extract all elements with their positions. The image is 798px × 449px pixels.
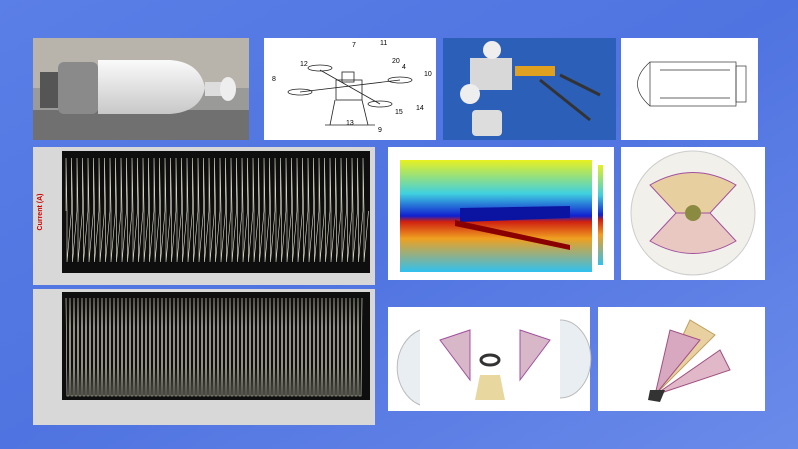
- part-label: 4: [402, 64, 406, 71]
- part-label: 14: [416, 105, 424, 112]
- fan-render: [598, 307, 765, 411]
- part-label: 12: [300, 61, 308, 68]
- part-label: 9: [378, 127, 382, 134]
- sphere-render: [621, 147, 765, 280]
- part-label: 10: [424, 71, 432, 78]
- heatmap: [388, 147, 614, 280]
- torpedo-photo: [33, 38, 249, 140]
- part-label: 15: [395, 109, 403, 116]
- part-label: 8: [272, 76, 276, 83]
- part-label: 13: [346, 120, 354, 127]
- drone-drawing: 7 11 12 8 204 10 14 15 13 9: [264, 38, 436, 140]
- y-axis-label: Current (A): [37, 194, 44, 231]
- exploded-render: [388, 307, 592, 411]
- part-label: 11: [380, 40, 387, 47]
- drone-photo: [443, 38, 616, 140]
- scope-plot-2: [33, 289, 375, 425]
- part-label: 20: [392, 58, 400, 65]
- tech-drawing: [621, 38, 758, 140]
- scope-plot-1: Current (A): [33, 147, 375, 285]
- part-label: 7: [352, 42, 356, 49]
